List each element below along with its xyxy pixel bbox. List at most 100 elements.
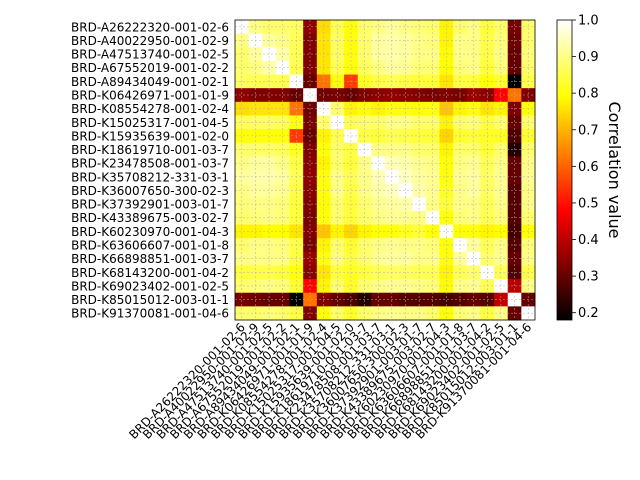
heatmap-cell [275,156,290,171]
colorbar-tick-label: 0.7 [578,123,599,138]
colorbar-tick-label: 0.8 [578,87,599,102]
heatmap-cell [303,251,318,266]
heatmap-cell [494,251,509,266]
heatmap-cell [303,47,318,62]
heatmap-cell [275,88,290,103]
y-tick-label: BRD-K66898851-001-03-7 [71,252,229,266]
heatmap-cell [507,279,522,294]
heatmap-cell [330,156,345,171]
heatmap-cell [507,115,522,130]
heatmap-cell [466,251,481,266]
heatmap-cell [398,88,413,103]
y-tick-label: BRD-A89434049-001-02-1 [71,75,229,89]
heatmap-cell [303,292,318,307]
heatmap-cell [275,279,290,294]
heatmap-cell [371,279,386,294]
heatmap-cell [507,20,522,35]
heatmap-cell [275,47,290,62]
y-tick-label: BRD-K36007650-300-02-3 [71,184,229,198]
y-tick-label: BRD-K15025317-001-04-5 [71,116,229,130]
heatmap-cell [330,183,345,198]
heatmap-cell [507,251,522,266]
heatmap-cells [235,20,536,321]
heatmap-cell [466,183,481,198]
heatmap-cell [371,20,386,35]
y-tick-label: BRD-K68143200-001-04-2 [71,266,229,280]
heatmap-cell [398,183,413,198]
heatmap-cell [235,251,250,266]
heatmap-cell [507,47,522,62]
heatmap-cell [275,251,290,266]
y-tick-label: BRD-K18619710-001-03-7 [71,143,229,157]
colorbar-ticks: 0.2 0.3 0.4 0.5 0.6 0.7 0.8 0.9 1.0 [572,14,599,321]
heatmap-cell [303,156,318,171]
heatmap-cell [507,292,522,307]
heatmap-cell [303,279,318,294]
y-tick-label: BRD-K85015012-003-01-1 [71,293,229,307]
y-tick-label: BRD-K06426971-001-01-9 [71,89,229,103]
heatmap-cell [398,156,413,171]
y-tick-label: BRD-K15935639-001-02-0 [71,129,229,143]
heatmap-cell [494,292,509,307]
heatmap-cell [275,20,290,35]
heatmap-cell [439,292,454,307]
heatmap-cell [330,115,345,130]
heatmap-cell [262,251,277,266]
heatmap-frame [234,19,536,321]
colorbar-tick-label: 0.6 [578,160,599,175]
heatmap-cell [262,183,277,198]
heatmap-cell [439,60,454,75]
y-tick-label: BRD-K91370081-001-04-6 [71,307,229,321]
heatmap-cell [371,292,386,307]
heatmap-cell [507,156,522,171]
heatmap-cell [330,88,345,103]
y-tick-label: BRD-K08554278-001-02-4 [71,102,229,116]
heatmap-cell [507,183,522,198]
heatmap-cell [439,224,454,239]
heatmap-cell [262,47,277,62]
heatmap-cell [303,88,318,103]
y-tick-label: BRD-K63606607-001-01-8 [71,239,229,253]
heatmap-cell [275,292,290,307]
heatmap-cell [494,156,509,171]
heatmap-cell [330,279,345,294]
heatmap-cell [371,224,386,239]
colorbar-tick-label: 0.5 [578,196,599,211]
heatmap-cell [466,292,481,307]
y-tick-label: BRD-A26222320-001-02-6 [71,20,229,34]
heatmap-cell [262,60,277,75]
heatmap-cell [371,156,386,171]
heatmap-cell [398,60,413,75]
heatmap-cell [466,88,481,103]
heatmap-cell [262,115,277,130]
heatmap-cell [439,183,454,198]
heatmap-cell [466,156,481,171]
heatmap-cell [494,47,509,62]
heatmap-cell [398,251,413,266]
heatmap-cell [439,115,454,130]
y-tick-label: BRD-K35708212-331-03-1 [71,170,229,184]
heatmap-cell [466,115,481,130]
heatmap-cell [262,279,277,294]
heatmap-cell [262,156,277,171]
heatmap-cell [466,60,481,75]
heatmap-cell [494,183,509,198]
heatmap-cell [398,279,413,294]
heatmap-cell [439,279,454,294]
y-tick-label: BRD-A40022950-001-02-9 [71,34,229,48]
heatmap-cell [398,224,413,239]
heatmap-cell [330,20,345,35]
heatmap-cell [507,88,522,103]
heatmap-cell [398,292,413,307]
heatmap-cell [303,183,318,198]
heatmap-cell [507,60,522,75]
heatmap-cell [439,20,454,35]
heatmap-cell [275,224,290,239]
heatmap-cell [303,20,318,35]
heatmap-cell [262,292,277,307]
colorbar-tick-label: 1.0 [578,14,599,29]
heatmap-cell [466,20,481,35]
heatmap-cell [235,88,250,103]
heatmap-cell [507,224,522,239]
